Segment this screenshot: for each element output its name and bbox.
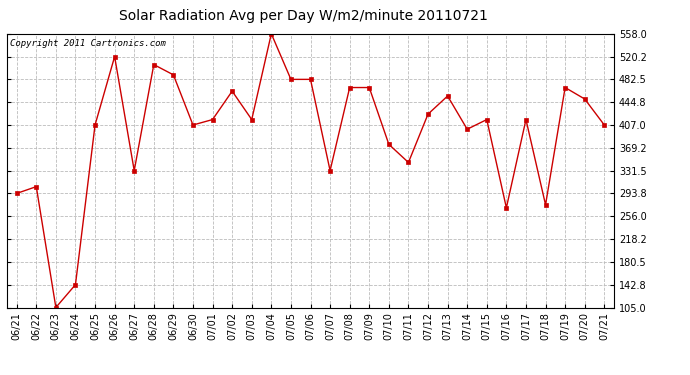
Text: Solar Radiation Avg per Day W/m2/minute 20110721: Solar Radiation Avg per Day W/m2/minute … bbox=[119, 9, 488, 23]
Text: Copyright 2011 Cartronics.com: Copyright 2011 Cartronics.com bbox=[10, 39, 166, 48]
